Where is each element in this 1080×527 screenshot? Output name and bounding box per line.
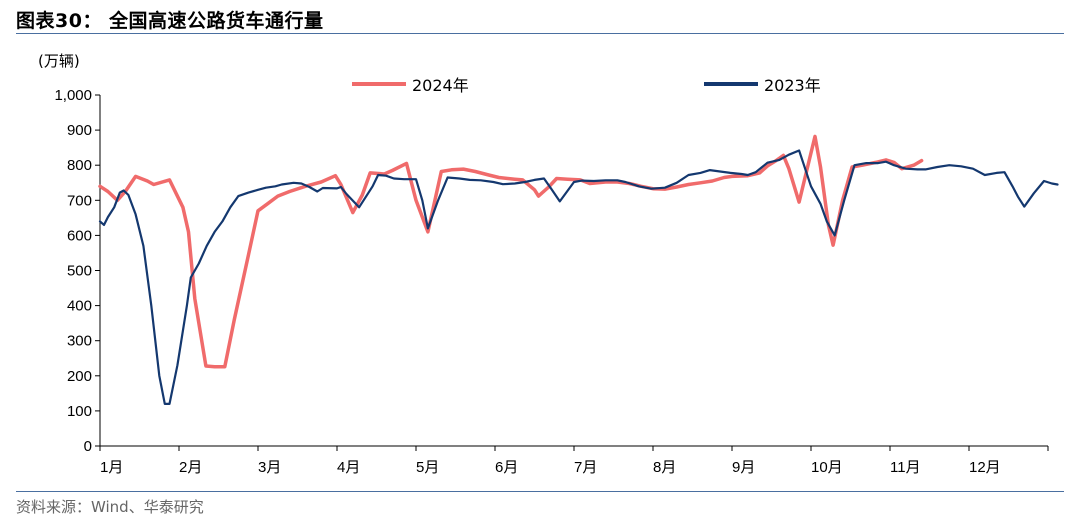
- x-tick-label: 1月: [100, 459, 123, 476]
- x-tick-label: 10月: [811, 459, 843, 476]
- x-tick-label: 11月: [890, 459, 921, 476]
- source-divider: [16, 491, 1064, 492]
- legend-swatch-2024: [352, 82, 406, 86]
- x-tick-label: 4月: [337, 459, 360, 476]
- x-tick-label: 7月: [574, 459, 597, 476]
- x-tick-label: 8月: [653, 459, 676, 476]
- x-tick-label: 3月: [258, 459, 281, 476]
- y-tick-label: 200: [67, 368, 92, 385]
- y-tick-label: 400: [67, 298, 92, 315]
- y-tick-label: 100: [67, 403, 92, 420]
- x-tick-label: 12月: [969, 459, 1001, 476]
- series-line-2024: [98, 134, 924, 369]
- y-tick-label: 1,000: [54, 87, 92, 104]
- legend-label-2023: 2023年: [764, 76, 821, 95]
- series-line-2023: [98, 149, 1059, 405]
- title-divider: [16, 33, 1064, 34]
- y-tick-label: 0: [84, 438, 92, 455]
- x-tick-label: 2月: [179, 459, 202, 476]
- source-note: 资料来源：Wind、华泰研究: [16, 498, 204, 516]
- y-tick-label: 600: [67, 227, 92, 244]
- x-tick-label: 9月: [732, 459, 755, 476]
- y-tick-label: 900: [67, 122, 92, 139]
- legend-swatch-2023: [704, 82, 758, 86]
- legend-item-2024: 2024年: [352, 72, 469, 96]
- chart-title: 图表30： 全国高速公路货车通行量: [16, 10, 324, 32]
- y-tick-label: 300: [67, 333, 92, 350]
- y-tick-label: 700: [67, 192, 92, 209]
- y-axis-unit-label: (万辆): [38, 52, 80, 70]
- legend-label-2024: 2024年: [412, 76, 469, 95]
- y-tick-label: 500: [67, 263, 92, 280]
- x-tick-label: 6月: [495, 459, 518, 476]
- y-tick-label: 800: [67, 157, 92, 174]
- x-tick-label: 5月: [416, 459, 439, 476]
- legend-item-2023: 2023年: [704, 72, 821, 96]
